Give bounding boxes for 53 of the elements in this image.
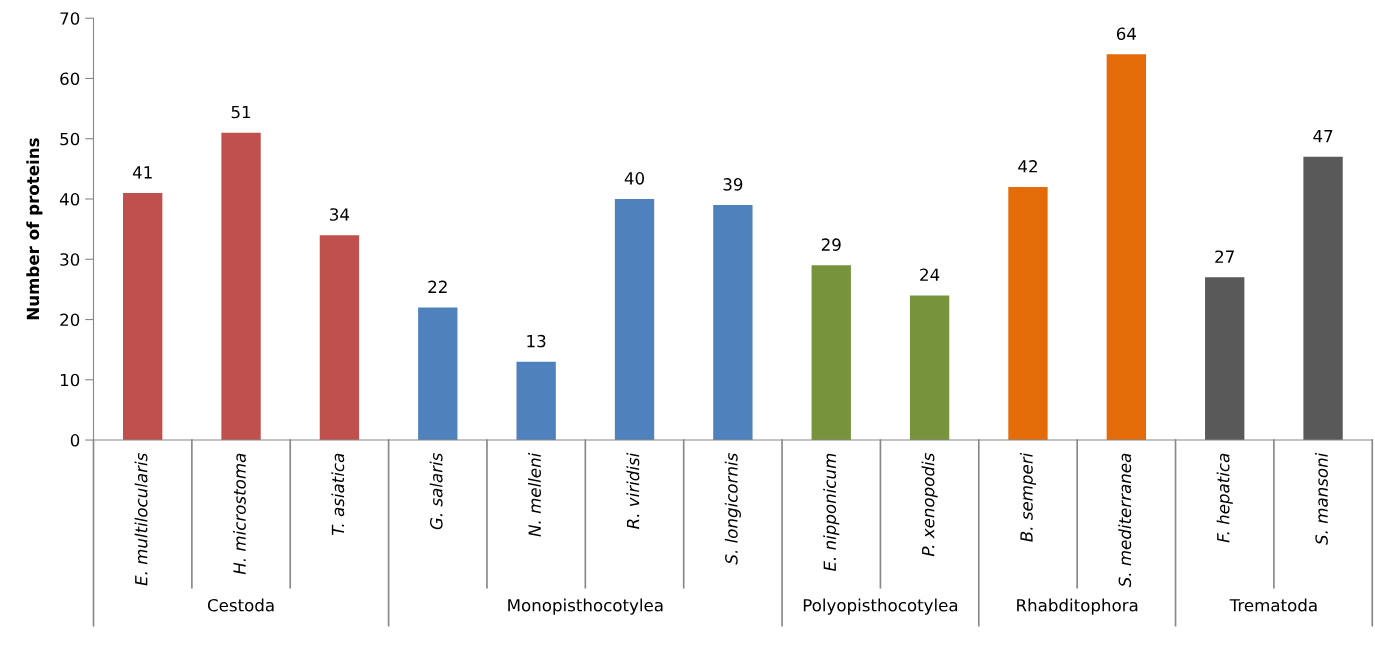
bar — [713, 205, 753, 441]
text: Polyopisthocotylea — [803, 598, 958, 615]
x-tick-label: E. multilocularis — [134, 453, 148, 586]
data-label: 64 — [1116, 27, 1137, 41]
bar — [418, 307, 458, 441]
x-tick-label: S. longicornis — [724, 453, 741, 565]
y-tick-label: 50 — [60, 132, 80, 146]
data-label: 42 — [1018, 159, 1037, 173]
bar — [1106, 54, 1147, 441]
x-tick-label: R. viridisi — [626, 452, 640, 529]
x-tick-label: P. xenopodis — [921, 453, 938, 557]
bar — [123, 192, 163, 441]
bar — [811, 265, 851, 441]
bar — [614, 198, 655, 441]
text: Trematoda — [1229, 598, 1317, 612]
data-label: 40 — [624, 172, 645, 185]
y-axis-title: Number of proteins — [26, 138, 43, 320]
data-label: 29 — [821, 238, 841, 251]
x-tick-label: N. melleni — [528, 452, 541, 537]
text: Rhabditophora — [1017, 598, 1138, 615]
y-tick-label: 40 — [59, 192, 80, 206]
bar — [909, 295, 950, 441]
y-tick-label: 70 — [60, 12, 80, 25]
y-tick-label: 60 — [60, 72, 80, 86]
text: Cestoda — [207, 598, 274, 612]
bar — [1205, 277, 1245, 441]
y-tick-label: 0 — [70, 434, 80, 447]
bar — [1008, 186, 1048, 441]
data-label: 22 — [428, 280, 447, 293]
x-tick-label: S. mansoni — [1315, 452, 1328, 545]
data-label: 39 — [723, 178, 743, 191]
data-label: 41 — [132, 166, 152, 179]
y-tick-label: 10 — [60, 373, 80, 387]
text: Monopisthocotylea — [508, 598, 663, 615]
data-label: 34 — [330, 208, 350, 221]
y-tick-label: 20 — [60, 313, 80, 327]
x-tick-label: T. asiatica — [331, 453, 345, 536]
data-label: 13 — [527, 334, 546, 348]
bar — [1303, 156, 1343, 441]
data-label: 47 — [1313, 130, 1333, 143]
x-tick-label: H. microstoma — [232, 453, 246, 575]
y-tick-label: 30 — [60, 253, 80, 266]
x-tick-label: B. semperi — [1019, 452, 1037, 542]
bar — [221, 132, 261, 441]
data-label: 27 — [1215, 250, 1234, 263]
bar — [516, 361, 556, 441]
data-label: 24 — [920, 268, 940, 281]
x-tick-label: E. nipponicum — [823, 453, 840, 572]
x-tick-label: G. salaris — [429, 453, 443, 530]
data-label: 51 — [231, 105, 251, 119]
bar — [319, 235, 360, 441]
x-tick-label: S. mediterranea — [1118, 453, 1132, 588]
x-tick-label: F. hepatica — [1216, 453, 1233, 543]
